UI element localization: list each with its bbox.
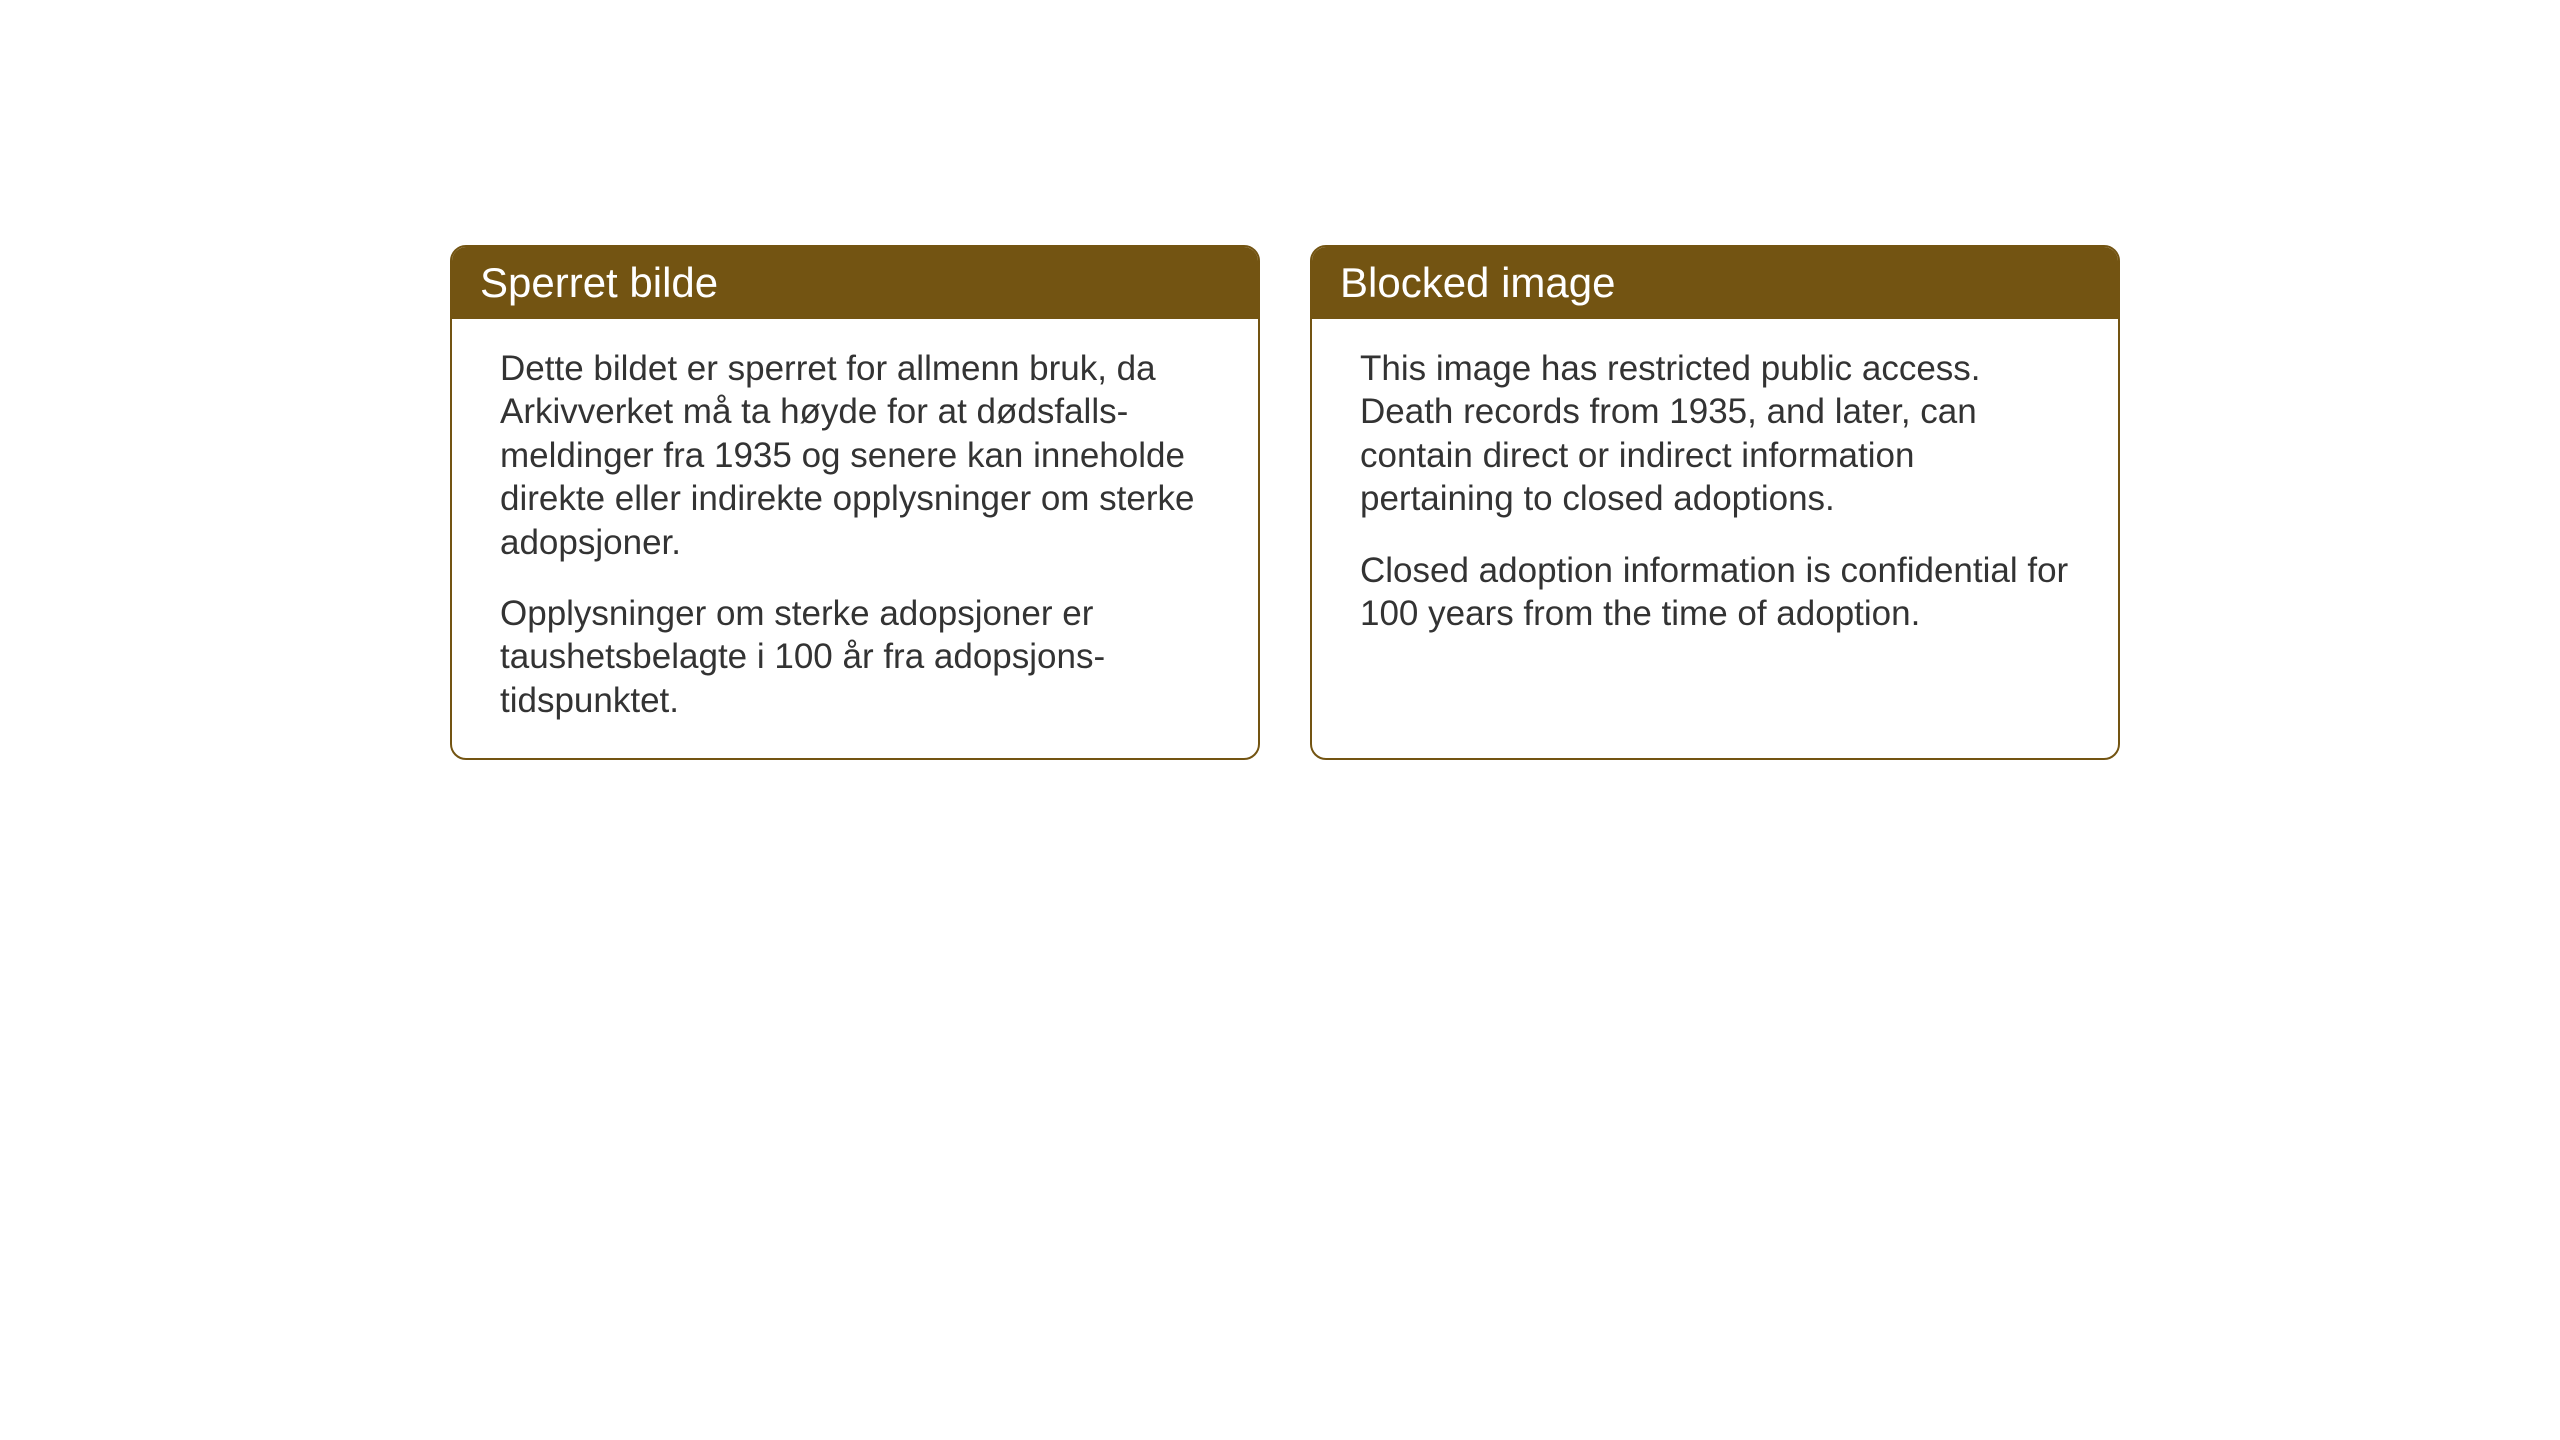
cards-container: Sperret bilde Dette bildet er sperret fo… bbox=[450, 245, 2120, 760]
english-card-body: This image has restricted public access.… bbox=[1312, 319, 2118, 671]
norwegian-paragraph-1: Dette bildet er sperret for allmenn bruk… bbox=[500, 347, 1210, 564]
norwegian-paragraph-2: Opplysninger om sterke adopsjoner er tau… bbox=[500, 592, 1210, 722]
norwegian-card-header: Sperret bilde bbox=[452, 247, 1258, 319]
norwegian-card-body: Dette bildet er sperret for allmenn bruk… bbox=[452, 319, 1258, 758]
english-paragraph-1: This image has restricted public access.… bbox=[1360, 347, 2070, 521]
english-card-title: Blocked image bbox=[1340, 259, 1615, 306]
english-card: Blocked image This image has restricted … bbox=[1310, 245, 2120, 760]
norwegian-card-title: Sperret bilde bbox=[480, 259, 718, 306]
norwegian-card: Sperret bilde Dette bildet er sperret fo… bbox=[450, 245, 1260, 760]
english-paragraph-2: Closed adoption information is confident… bbox=[1360, 549, 2070, 636]
english-card-header: Blocked image bbox=[1312, 247, 2118, 319]
